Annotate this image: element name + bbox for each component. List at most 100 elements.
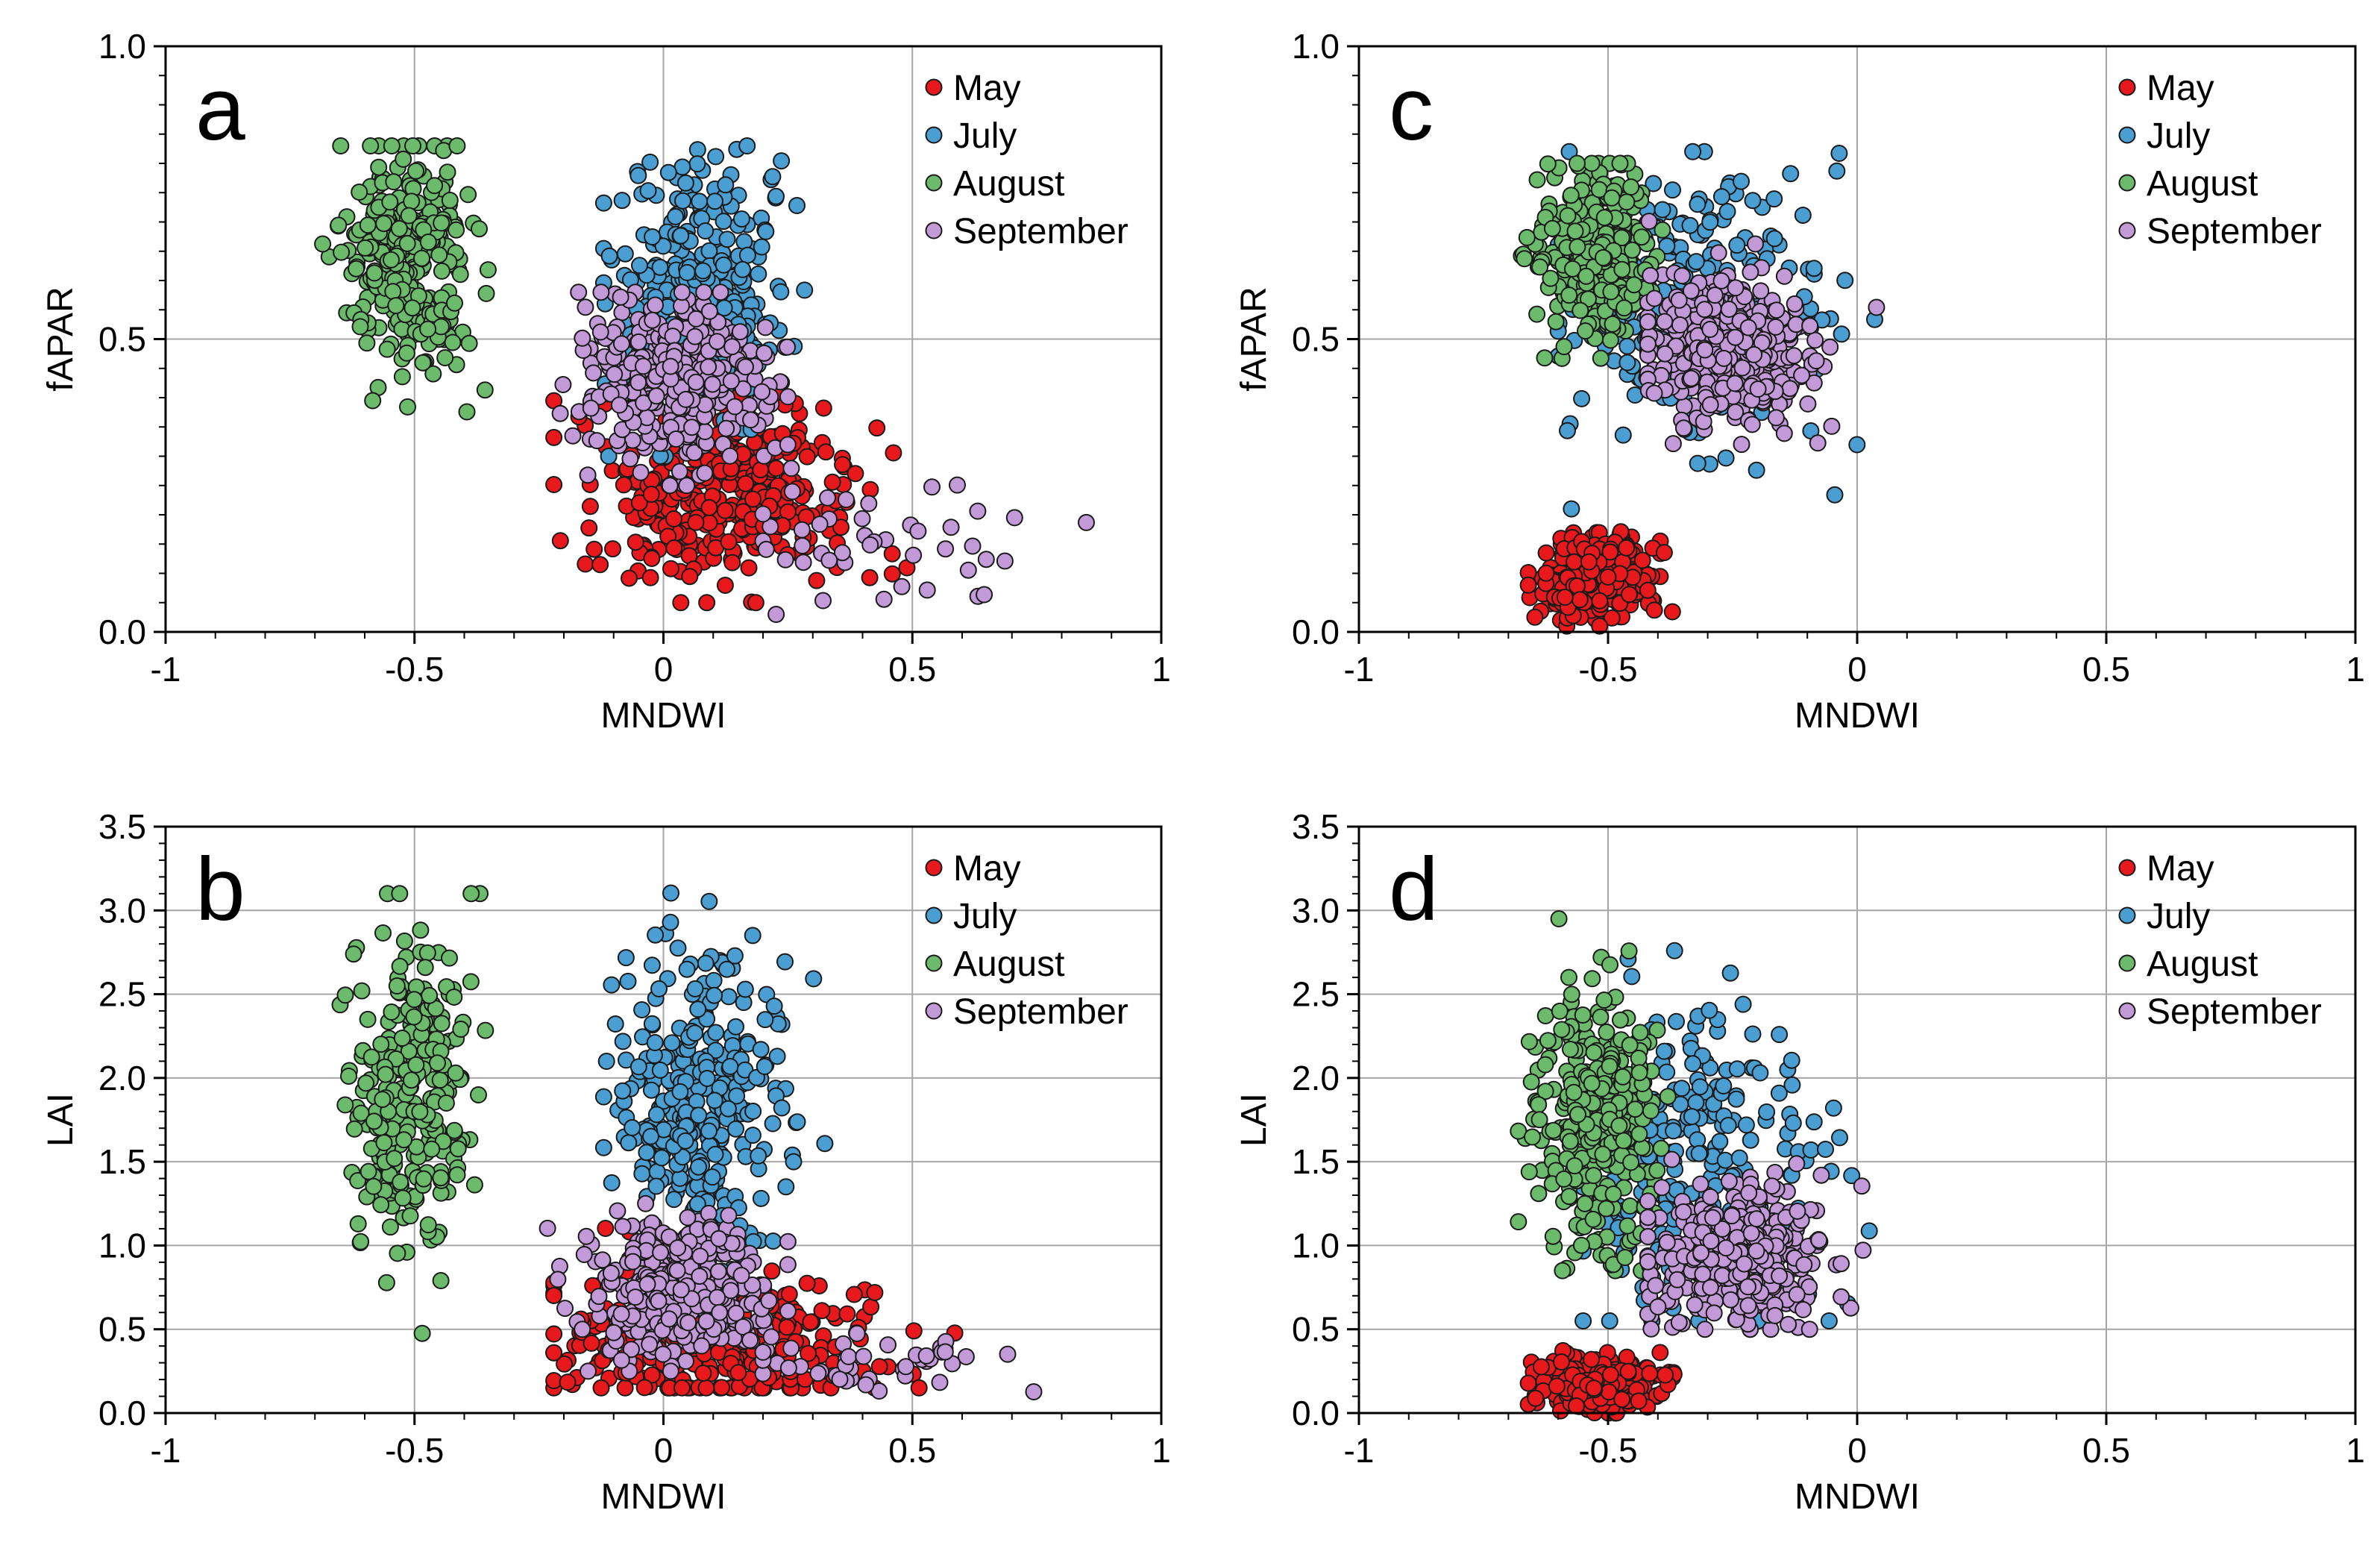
data-point <box>1574 1312 1592 1329</box>
data-point <box>875 590 893 608</box>
data-point <box>697 1379 715 1397</box>
data-point <box>1670 291 1688 309</box>
data-point <box>1728 1060 1746 1078</box>
data-point <box>1701 1001 1718 1019</box>
data-point <box>594 1088 612 1106</box>
data-point <box>910 1379 928 1397</box>
data-point <box>698 594 716 612</box>
data-point <box>433 1015 450 1033</box>
legend-marker-july <box>925 126 943 144</box>
data-point <box>647 926 665 944</box>
data-point <box>762 518 779 536</box>
data-point <box>1781 380 1799 398</box>
panel-letter: a <box>195 59 245 159</box>
data-point <box>1556 589 1574 606</box>
data-point <box>817 443 835 461</box>
x-tick-label: 0.5 <box>888 650 936 689</box>
data-point <box>651 1061 669 1079</box>
data-point <box>794 537 811 554</box>
data-point <box>388 977 406 995</box>
data-point <box>389 1244 406 1262</box>
x-tick-label: -1 <box>151 650 181 689</box>
data-point <box>1802 1141 1820 1159</box>
data-point <box>685 444 703 462</box>
data-point <box>718 231 736 248</box>
data-point <box>1747 235 1764 253</box>
data-point <box>401 1207 419 1225</box>
data-point <box>936 1343 954 1361</box>
data-point <box>969 502 987 520</box>
data-point <box>1583 1350 1601 1368</box>
legend-label-july: July <box>953 116 1017 156</box>
data-point <box>744 1127 762 1144</box>
data-point <box>1566 222 1584 240</box>
data-point <box>1528 171 1546 189</box>
data-point <box>621 569 638 587</box>
legend-marker-august <box>2118 174 2136 192</box>
y-tick-label: 0.0 <box>1292 613 1340 651</box>
data-point <box>756 1011 774 1029</box>
data-point <box>1701 213 1719 231</box>
data-point <box>726 947 744 965</box>
data-point <box>432 1169 450 1187</box>
data-point <box>1657 1366 1674 1384</box>
data-point <box>706 986 723 1004</box>
data-point <box>570 284 588 301</box>
data-point <box>390 220 408 237</box>
data-point <box>585 540 603 558</box>
data-point <box>798 448 816 466</box>
data-point <box>731 323 749 341</box>
data-point <box>415 1170 433 1188</box>
data-point <box>1583 970 1601 988</box>
legend-label-july: July <box>2147 116 2210 156</box>
data-point <box>436 349 454 366</box>
data-point <box>976 586 993 604</box>
data-point <box>679 1209 697 1227</box>
data-point <box>662 357 679 375</box>
data-point <box>414 354 432 372</box>
data-point <box>783 483 801 501</box>
data-point <box>782 460 800 477</box>
data-point <box>1807 352 1825 370</box>
data-point <box>673 284 691 301</box>
data-point <box>580 1362 597 1380</box>
data-point <box>1848 436 1866 454</box>
data-point <box>1547 313 1565 331</box>
data-point <box>1673 267 1691 285</box>
data-point <box>918 581 936 599</box>
data-point <box>665 539 683 557</box>
data-point <box>1655 1042 1673 1060</box>
data-point <box>763 1262 781 1280</box>
x-tick-label: -0.5 <box>385 650 444 689</box>
data-point <box>861 480 879 498</box>
data-point <box>433 214 450 232</box>
data-point <box>635 394 653 412</box>
data-point <box>756 1058 773 1075</box>
data-point <box>429 1054 446 1072</box>
data-point <box>754 505 772 523</box>
data-point <box>861 568 879 586</box>
data-point <box>357 1074 375 1092</box>
data-point <box>773 152 791 170</box>
data-point <box>591 556 609 574</box>
data-point <box>931 1374 949 1391</box>
data-point <box>580 519 598 537</box>
data-point <box>1601 1366 1619 1384</box>
data-point <box>959 561 977 579</box>
data-point <box>362 137 380 154</box>
data-point <box>779 1256 797 1274</box>
data-point <box>838 491 855 509</box>
data-point <box>1559 422 1576 439</box>
data-point <box>372 1036 390 1053</box>
data-point <box>677 1353 694 1370</box>
data-point <box>660 1310 678 1328</box>
data-point <box>1573 389 1591 407</box>
data-point <box>549 1271 567 1288</box>
data-point <box>426 177 444 195</box>
data-point <box>688 1195 706 1213</box>
data-point <box>1572 301 1589 319</box>
data-point <box>575 1246 593 1263</box>
y-tick-label: 2.0 <box>98 1059 146 1097</box>
data-point <box>559 1374 577 1391</box>
